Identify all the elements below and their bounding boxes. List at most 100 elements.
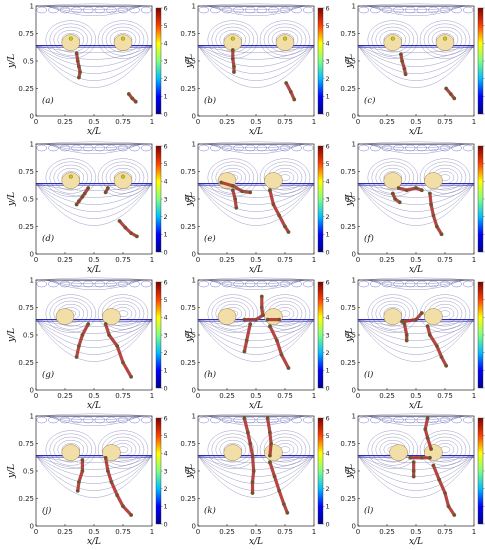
colorbar-tick-label: 0: [326, 520, 330, 528]
contour-line: [197, 45, 315, 53]
contour-line: [357, 319, 475, 334]
particle: [414, 317, 418, 322]
x-axis-label: x/L: [87, 265, 101, 275]
x-tick-label: 0.75: [115, 256, 131, 264]
contour-line: [209, 415, 303, 426]
colorbar-tick-label: 4: [326, 450, 330, 458]
contour-line: [381, 6, 393, 14]
particle: [74, 202, 79, 207]
contour-line: [197, 183, 315, 191]
contour-line: [97, 20, 149, 59]
particle: [414, 186, 418, 190]
panel-label: (h): [204, 369, 216, 380]
particle: [265, 416, 270, 421]
contour-line: [357, 319, 475, 348]
y-tick-label: 0.75: [340, 168, 356, 176]
lens: [275, 34, 295, 51]
contour-line: [117, 280, 129, 288]
contour-line: [357, 319, 475, 327]
panel-i: 00.250.50.75100.250.50.751x/L(i)0123456y…: [340, 277, 485, 411]
particle: [400, 319, 404, 324]
contour-line: [38, 277, 150, 281]
contour-line: [393, 144, 404, 152]
contour-line: [204, 415, 308, 420]
colorbar-tick-label: 2: [326, 213, 330, 221]
y-tick-label: 0: [192, 523, 196, 531]
contour-line: [357, 183, 475, 212]
x-tick-label: 0.25: [379, 392, 395, 400]
contour-line: [358, 280, 369, 288]
contour-line: [381, 280, 393, 288]
colorbar: [155, 417, 162, 525]
particle: [250, 491, 255, 495]
x-tick-label: 0.75: [437, 392, 453, 400]
particle: [285, 510, 290, 515]
contour-line: [367, 415, 465, 423]
x-tick-label: 0.75: [437, 528, 453, 536]
contour-line: [35, 455, 153, 470]
contour-line: [439, 416, 451, 424]
y-tick-label: 0.75: [180, 168, 196, 176]
contour-line: [381, 416, 393, 424]
colorbar-tick-label: 5: [164, 296, 168, 304]
contour-line: [463, 416, 474, 424]
y-tick-label: 0.5: [23, 468, 34, 476]
contour-line: [71, 416, 82, 424]
colorbar-tick-label: 5: [164, 22, 168, 30]
panel-label: (a): [42, 95, 54, 106]
particle: [428, 333, 432, 337]
contour-line: [117, 6, 129, 14]
particle: [240, 189, 244, 194]
contour-line: [35, 183, 153, 212]
panel-label: (l): [364, 505, 373, 516]
colorbar-tick-label: 6: [326, 142, 330, 150]
x-tick-label: 0.75: [115, 392, 131, 400]
y-axis-label: y/L: [185, 192, 195, 207]
panel-j: 0 0.25 0.5 0.75 1 0 0.25 0.5 0.75 1 x/L y/L (j) 0 1 2 3 4…: [7, 413, 168, 548]
particle: [219, 180, 224, 185]
contour-line: [82, 144, 94, 152]
y-tick-label: 0: [30, 113, 34, 121]
contour-line: [423, 433, 467, 466]
particle: [75, 488, 80, 493]
x-tick-label: 1: [312, 118, 316, 126]
x-tick-label: 0.5: [250, 118, 261, 126]
contour-line: [71, 144, 82, 152]
colorbar-tick-label: 5: [326, 296, 330, 304]
particle: [77, 75, 81, 80]
contour-line: [364, 143, 468, 148]
y-tick-label: 0: [352, 251, 356, 259]
colorbar-tick-label: 6: [326, 4, 330, 12]
particle: [444, 86, 449, 91]
y-tick-label: 0.75: [340, 440, 356, 448]
particle: [269, 441, 273, 446]
contour-line: [140, 144, 152, 152]
colorbar-tick-label: 4: [326, 314, 330, 322]
particle: [429, 447, 433, 451]
contour-line: [200, 3, 312, 7]
colorbar-tick-label: 0: [326, 110, 330, 118]
x-axis-label: x/L: [87, 127, 101, 137]
y-tick-label: 0: [192, 251, 196, 259]
particle: [439, 232, 444, 237]
contour-line: [200, 277, 312, 281]
colorbar: [317, 7, 324, 115]
colorbar-tick-label: 6: [326, 414, 330, 422]
contour-line: [375, 26, 410, 53]
contour-line: [256, 144, 267, 152]
panel-e: 0 0.25 0.5 0.75 1 0 0.25 0.5 0.75 1 x/L (e) 0 1 2 3 4 5 6 y…: [180, 141, 329, 276]
lens: [61, 34, 81, 51]
contour-line: [94, 416, 106, 424]
lens: [435, 34, 455, 51]
particle: [242, 416, 247, 421]
contour-line: [35, 45, 153, 74]
particle: [283, 224, 287, 229]
contour-line: [101, 297, 145, 330]
particle: [279, 352, 284, 357]
contour-line: [71, 6, 82, 14]
particle: [446, 504, 451, 509]
x-tick-label: 0: [196, 392, 200, 400]
particle: [259, 305, 264, 310]
contour-line: [207, 143, 305, 151]
particle: [425, 436, 430, 440]
